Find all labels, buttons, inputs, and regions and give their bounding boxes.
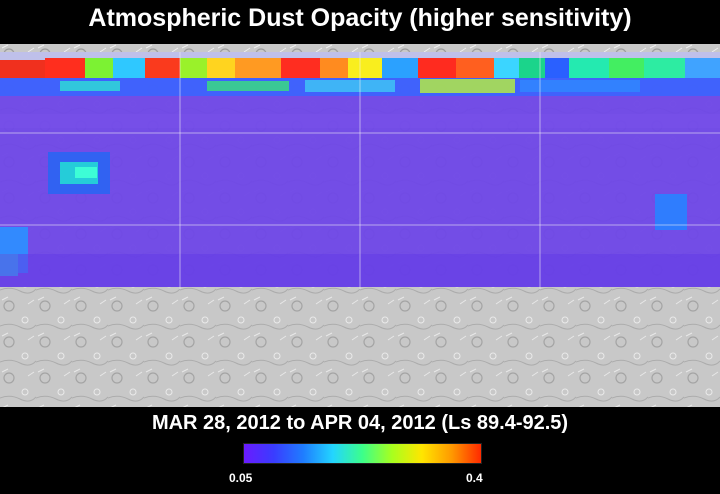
- date-range: MAR 28, 2012 to APR 04, 2012 (Ls 89.4-92…: [151, 412, 569, 434]
- colorbar-min-label: 0.05: [229, 471, 253, 485]
- dust-opacity-map: [0, 44, 720, 407]
- grid-lines: [0, 52, 720, 289]
- colorbar: [243, 443, 482, 464]
- colorbar-max-label: 0.4: [466, 471, 483, 485]
- map-title: Atmospheric Dust Opacity (higher sensiti…: [88, 4, 632, 32]
